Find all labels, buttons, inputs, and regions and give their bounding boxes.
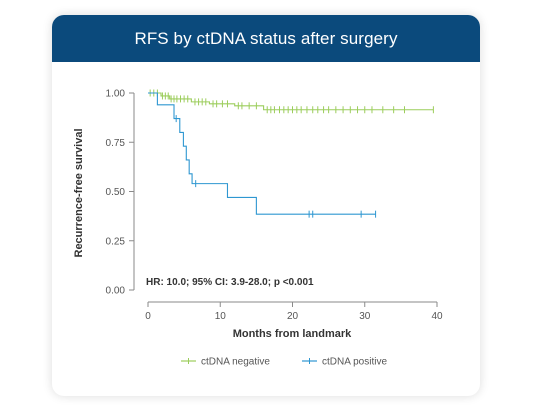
x-tick-label: 20 — [287, 311, 299, 322]
x-tick-label: 0 — [145, 311, 151, 322]
x-tick-label: 40 — [431, 311, 443, 322]
y-tick-label: 0.00 — [106, 286, 126, 297]
x-tick-label: 10 — [215, 311, 227, 322]
chart-card: RFS by ctDNA status after surgery — [52, 15, 480, 396]
y-axis-title: Recurrence-free survival — [73, 128, 85, 257]
y-tick-label: 0.25 — [106, 236, 126, 247]
ctdna-negative-curve — [148, 92, 434, 111]
y-tick-label: 0.75 — [106, 138, 126, 149]
ctdna-negative-legend-label: ctDNA negative — [201, 357, 270, 368]
y-tick-label: 0.50 — [106, 187, 126, 198]
ctdna-positive-legend-label: ctDNA positive — [322, 357, 387, 368]
chart-title: RFS by ctDNA status after surgery — [134, 29, 398, 48]
x-tick-label: 30 — [359, 311, 371, 322]
y-tick-label: 1.00 — [106, 89, 126, 100]
x-axis-title: Months from landmark — [233, 328, 352, 340]
ctdna-positive-curve — [148, 92, 376, 215]
card-header: RFS by ctDNA status after surgery — [52, 15, 480, 62]
hr-annotation: HR: 10.0; 95% CI: 3.9-28.0; p <0.001 — [146, 277, 314, 288]
